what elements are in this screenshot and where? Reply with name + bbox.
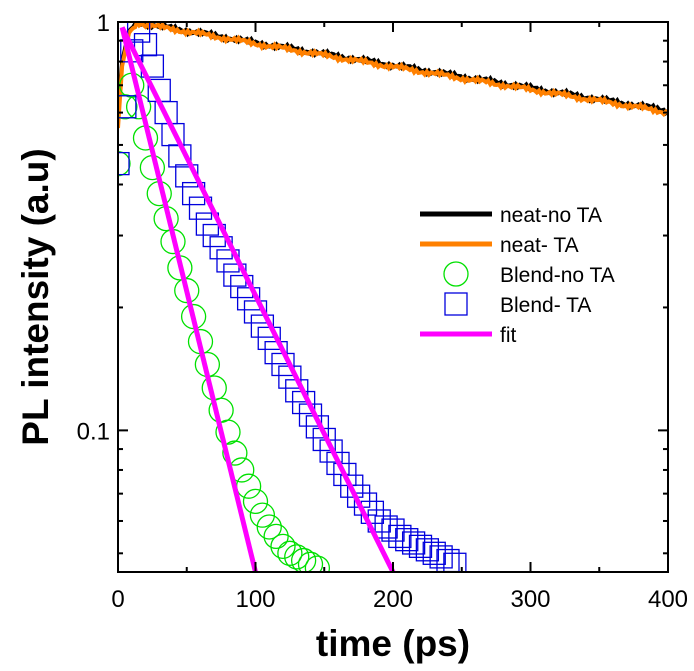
data-layer (118, 22, 668, 572)
legend-label: neat-no TA (500, 204, 602, 227)
blend-ta-point (126, 22, 151, 43)
legend: neat-no TA neat- TA Blend-no TA Blend- TA fi… (420, 204, 615, 347)
blend-no-ta-point (249, 502, 276, 528)
legend-label: Blend- TA (500, 294, 591, 317)
blend-ta-point (374, 515, 398, 539)
blend-ta-point (443, 552, 467, 572)
blend-ta-point (118, 95, 137, 119)
blend-no-ta-point (242, 488, 269, 515)
series-line-1 (118, 22, 668, 129)
blend-ta-point (333, 462, 357, 487)
blend-ta-point (388, 524, 412, 549)
blend-no-ta-point (215, 419, 241, 445)
x-tick-label: 300 (510, 586, 550, 613)
fit-line-0 (119, 26, 258, 572)
blend-no-ta-point (290, 547, 317, 572)
blend-ta-point (340, 474, 364, 498)
blend-no-ta-point (270, 533, 296, 560)
blend-ta-point (118, 151, 130, 176)
blend-no-ta-point (304, 555, 331, 572)
blend-ta-point (133, 33, 158, 57)
blend-ta-point (401, 531, 426, 555)
blend-no-ta-point (284, 544, 310, 570)
x-tick-label: 0 (111, 586, 124, 613)
blend-no-ta-point (222, 440, 248, 466)
x-tick-label: 100 (235, 586, 275, 613)
blend-no-ta-point (118, 94, 138, 120)
blend-no-ta-point (297, 551, 324, 572)
legend-label: fit (500, 324, 517, 347)
x-tick-label: 400 (648, 586, 688, 613)
legend-label: Blend-no TA (500, 264, 615, 287)
ticks-layer: 0 100 200 300 400 0.1 1 (77, 10, 688, 613)
x-axis-title: time (ps) (316, 623, 470, 664)
blend-no-ta-point (235, 473, 262, 499)
y-tick-label: 1 (97, 10, 110, 37)
blend-ta-point (161, 122, 185, 147)
blend-no-ta-point (263, 523, 289, 550)
y-tick-label: 0.1 (77, 418, 110, 445)
legend-label: neat- TA (500, 234, 579, 257)
blend-ta-point (395, 528, 419, 552)
x-tick-label: 200 (373, 586, 413, 613)
blend-ta-point (381, 518, 405, 542)
blend-no-ta-point (174, 277, 200, 304)
blend-no-ta-point (118, 150, 131, 177)
legend-circle-swatch (443, 261, 469, 287)
blend-no-ta-point (277, 540, 303, 566)
blend-ta-point (319, 439, 343, 463)
fit-line-1 (119, 26, 396, 572)
legend-square-swatch (444, 292, 468, 316)
blend-ta-point (429, 545, 453, 569)
blend-no-ta-point (256, 514, 282, 540)
y-axis-title: PL intensity (a.u) (15, 148, 56, 445)
